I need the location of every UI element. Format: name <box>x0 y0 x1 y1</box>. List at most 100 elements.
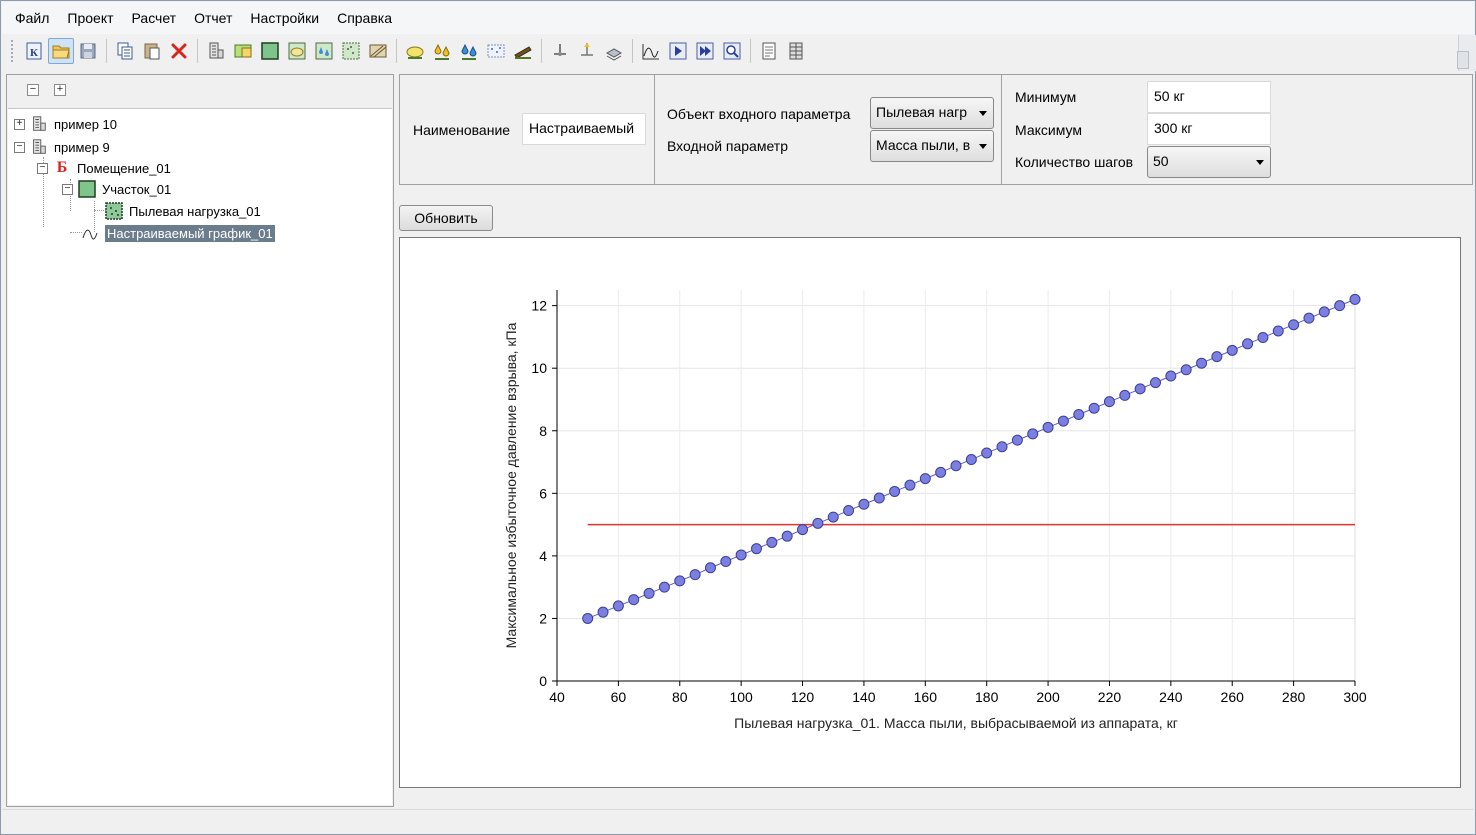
inspect-icon[interactable] <box>719 38 745 64</box>
graph-icon <box>80 223 100 243</box>
room-icon[interactable] <box>230 38 256 64</box>
data-point <box>1165 370 1177 382</box>
x-tick-label: 280 <box>1282 689 1306 705</box>
tree-node-example-10[interactable]: + пример 10 <box>14 114 117 134</box>
zone-dust-icon[interactable] <box>338 38 364 64</box>
data-point <box>751 543 762 555</box>
toolbar-overflow-button[interactable] <box>1457 51 1469 69</box>
expand-all-button[interactable]: + <box>54 84 66 96</box>
y-tick-label: 0 <box>539 673 547 689</box>
x-tick-label: 160 <box>914 689 938 705</box>
drops-yellow-icon[interactable] <box>429 38 455 64</box>
input-parameter-select[interactable]: Масса пыли, в <box>870 130 994 162</box>
name-label: Наименование <box>413 122 511 138</box>
zone-icon[interactable] <box>257 38 283 64</box>
chart-panel: 0 2 4 6 8 10 12 40 60 80 100 120 140 160 180 200 220 240 2… <box>399 237 1461 788</box>
data-point <box>597 606 609 618</box>
menu-settings[interactable]: Настройки <box>250 10 320 26</box>
menu-calculation[interactable]: Расчет <box>131 10 177 26</box>
steps-select[interactable]: 50 <box>1147 146 1271 178</box>
cloud-icon[interactable] <box>402 38 428 64</box>
pump-icon[interactable] <box>547 38 573 64</box>
open-folder-icon[interactable] <box>48 38 74 64</box>
data-point <box>919 473 931 485</box>
collapse-all-button[interactable]: − <box>27 84 39 96</box>
menu-help[interactable]: Справка <box>337 10 392 26</box>
object-select[interactable]: Пылевая нагр <box>870 97 994 129</box>
table-icon[interactable] <box>783 38 809 64</box>
data-point <box>1180 364 1192 376</box>
data-point <box>904 479 916 491</box>
tree-expander[interactable]: − <box>62 183 73 195</box>
y-tick-label: 4 <box>539 548 547 564</box>
x-tick-label: 180 <box>975 689 999 705</box>
tree-node-dust-load-01[interactable]: Пылевая нагрузка_01 <box>104 201 261 221</box>
layer-icon[interactable] <box>601 38 627 64</box>
menu-report[interactable]: Отчет <box>194 10 233 26</box>
x-tick-label: 40 <box>549 689 565 705</box>
zone-drops-icon[interactable] <box>311 38 337 64</box>
tree-expander[interactable]: − <box>14 141 25 153</box>
dust-icon[interactable] <box>483 38 509 64</box>
x-tick-label: 220 <box>1098 689 1122 705</box>
data-point <box>889 485 901 497</box>
report-icon[interactable] <box>756 38 782 64</box>
menu-file[interactable]: Файл <box>15 10 50 26</box>
maximum-field[interactable]: 300 кг <box>1147 113 1271 145</box>
minimum-label: Минимум <box>1015 89 1077 105</box>
data-point <box>1119 389 1131 401</box>
toolbar-separator <box>541 39 542 63</box>
tree-node-label: Пылевая нагрузка_01 <box>129 203 261 219</box>
pipe-icon[interactable] <box>510 38 536 64</box>
run-icon[interactable] <box>665 38 691 64</box>
tree-node-label: Участок_01 <box>102 181 172 197</box>
y-tick-label: 6 <box>539 485 547 501</box>
tree-node-zone-01[interactable]: − Участок_01 <box>62 179 171 199</box>
tree-node-custom-graph-01[interactable]: Настраиваемый график_01 <box>80 223 275 243</box>
chevron-down-icon <box>979 144 987 149</box>
zone-hatch-icon[interactable] <box>365 38 391 64</box>
tree-connector <box>43 157 44 227</box>
data-point <box>643 587 655 599</box>
refresh-button[interactable]: Обновить <box>399 205 493 231</box>
x-tick-label: 260 <box>1221 689 1245 705</box>
tree-node-label: Помещение_01 <box>77 160 171 176</box>
toolbar-grip[interactable] <box>10 39 14 63</box>
tree-expander[interactable]: − <box>37 162 48 174</box>
source-icon[interactable] <box>574 38 600 64</box>
data-point <box>1272 325 1284 337</box>
data-point <box>612 600 624 612</box>
data-point <box>628 594 640 606</box>
input-parameter-label: Входной параметр <box>667 138 788 154</box>
zone-cloud-icon[interactable] <box>284 38 310 64</box>
data-point <box>1103 396 1115 408</box>
data-point <box>1011 434 1023 446</box>
x-tick-label: 100 <box>729 689 753 705</box>
menu-project[interactable]: Проект <box>67 10 114 26</box>
x-tick-label: 60 <box>611 689 627 705</box>
project-icon[interactable]: К <box>21 38 47 64</box>
data-point <box>1334 300 1346 312</box>
minimum-field[interactable]: 50 кг <box>1147 81 1271 113</box>
object-select-value: Пылевая нагр <box>876 104 968 120</box>
x-tick-label: 80 <box>672 689 688 705</box>
tree-node-example-9[interactable]: − пример 9 <box>14 137 110 157</box>
building-icon <box>29 114 49 134</box>
tree-node-label: Настраиваемый график_01 <box>105 224 275 242</box>
tree-expander[interactable]: + <box>14 118 25 130</box>
graph-icon[interactable] <box>638 38 664 64</box>
run-all-icon[interactable] <box>692 38 718 64</box>
delete-icon[interactable] <box>166 38 192 64</box>
tree-connector <box>70 179 71 211</box>
building-icon[interactable] <box>203 38 229 64</box>
name-field[interactable]: Настраиваемый <box>522 113 646 145</box>
copy-icon[interactable] <box>112 38 138 64</box>
room-b-icon: Б <box>52 158 72 178</box>
data-point <box>935 466 947 478</box>
drops-blue-icon[interactable] <box>456 38 482 64</box>
tree-node-room-01[interactable]: − Б Помещение_01 <box>37 158 171 178</box>
dust-load-icon <box>104 201 124 221</box>
paste-icon[interactable] <box>139 38 165 64</box>
save-icon[interactable] <box>75 38 101 64</box>
